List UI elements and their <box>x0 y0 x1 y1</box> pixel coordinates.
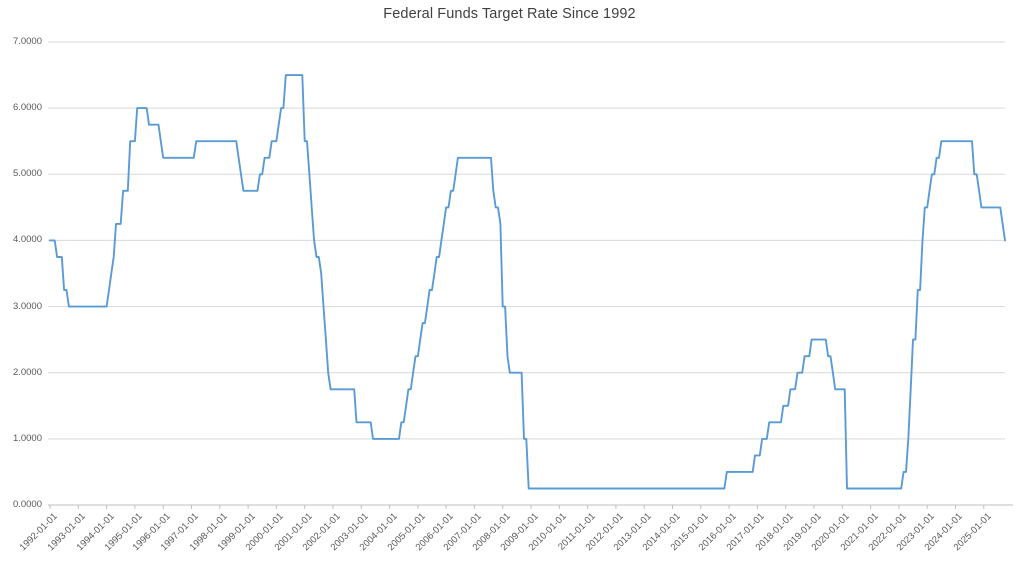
y-axis-tick-label: 4.0000 <box>12 234 42 246</box>
y-axis-tick-label: 3.0000 <box>12 300 42 312</box>
y-axis-tick-label: 2.0000 <box>12 366 42 378</box>
y-axis-tick-label: 5.0000 <box>12 168 42 180</box>
chart-title: Federal Funds Target Rate Since 1992 <box>383 6 636 22</box>
y-axis-tick-label: 7.0000 <box>12 36 42 47</box>
y-axis-tick-label: 1.0000 <box>12 432 42 444</box>
rate-line-series <box>49 74 1006 490</box>
y-axis-tick-label: 6.0000 <box>12 102 42 114</box>
y-axis-tick-label: 0.0000 <box>12 499 42 510</box>
